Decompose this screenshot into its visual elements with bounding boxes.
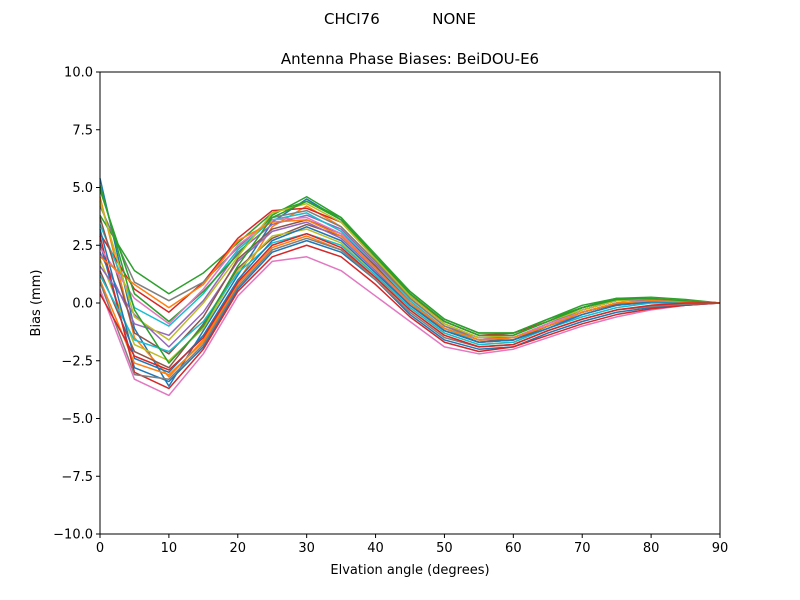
series-line-24 [99, 232, 720, 371]
y-tick-label: 7.5 [72, 123, 93, 138]
y-tick-label: −10.0 [53, 528, 93, 543]
y-axis-ticks: −10.0 −7.5 −5.0 −2.5 0.0 2.5 5.0 7.5 10.0 [53, 66, 100, 543]
y-tick-label: 10.0 [64, 66, 93, 81]
series-line-21 [99, 226, 721, 374]
x-tick-label: 30 [298, 541, 315, 556]
y-tick-label: −5.0 [61, 412, 93, 427]
series-line-7 [99, 256, 721, 397]
x-tick-label: 50 [436, 541, 453, 556]
x-tick-label: 20 [230, 541, 247, 556]
x-tick-label: 60 [505, 541, 522, 556]
series-layer [99, 178, 721, 397]
series-line-5 [99, 214, 721, 339]
series-line-20 [99, 232, 720, 353]
series-line-22 [99, 219, 721, 341]
y-axis-label: Bias (mm) [29, 270, 44, 337]
chart-title: Antenna Phase Biases: BeiDOU-E6 [281, 50, 539, 68]
series-line-13 [99, 189, 721, 334]
x-tick-label: 70 [574, 541, 591, 556]
x-tick-label: 40 [367, 541, 384, 556]
series-line-2 [99, 196, 721, 378]
x-tick-label: 0 [96, 541, 104, 556]
y-tick-label: 5.0 [72, 181, 93, 196]
series-line-16 [99, 217, 721, 355]
y-tick-label: −2.5 [61, 354, 93, 369]
x-tick-label: 80 [643, 541, 660, 556]
chart-suptitle: CHCI76 NONE [324, 10, 476, 28]
x-tick-label: 10 [161, 541, 178, 556]
y-tick-label: −7.5 [61, 470, 93, 485]
series-line-9 [99, 228, 721, 362]
x-axis-label: Elvation angle (degrees) [330, 563, 489, 578]
x-axis-ticks: 0 10 20 30 40 50 60 70 80 90 [96, 534, 728, 556]
series-line-19 [99, 201, 721, 341]
y-tick-label: 0.0 [72, 297, 93, 312]
series-line-14 [99, 235, 721, 390]
series-line-23 [99, 184, 721, 364]
series-line-8 [99, 205, 721, 341]
series-line-11 [99, 239, 721, 383]
y-tick-label: 2.5 [72, 239, 93, 254]
x-tick-label: 90 [712, 541, 729, 556]
